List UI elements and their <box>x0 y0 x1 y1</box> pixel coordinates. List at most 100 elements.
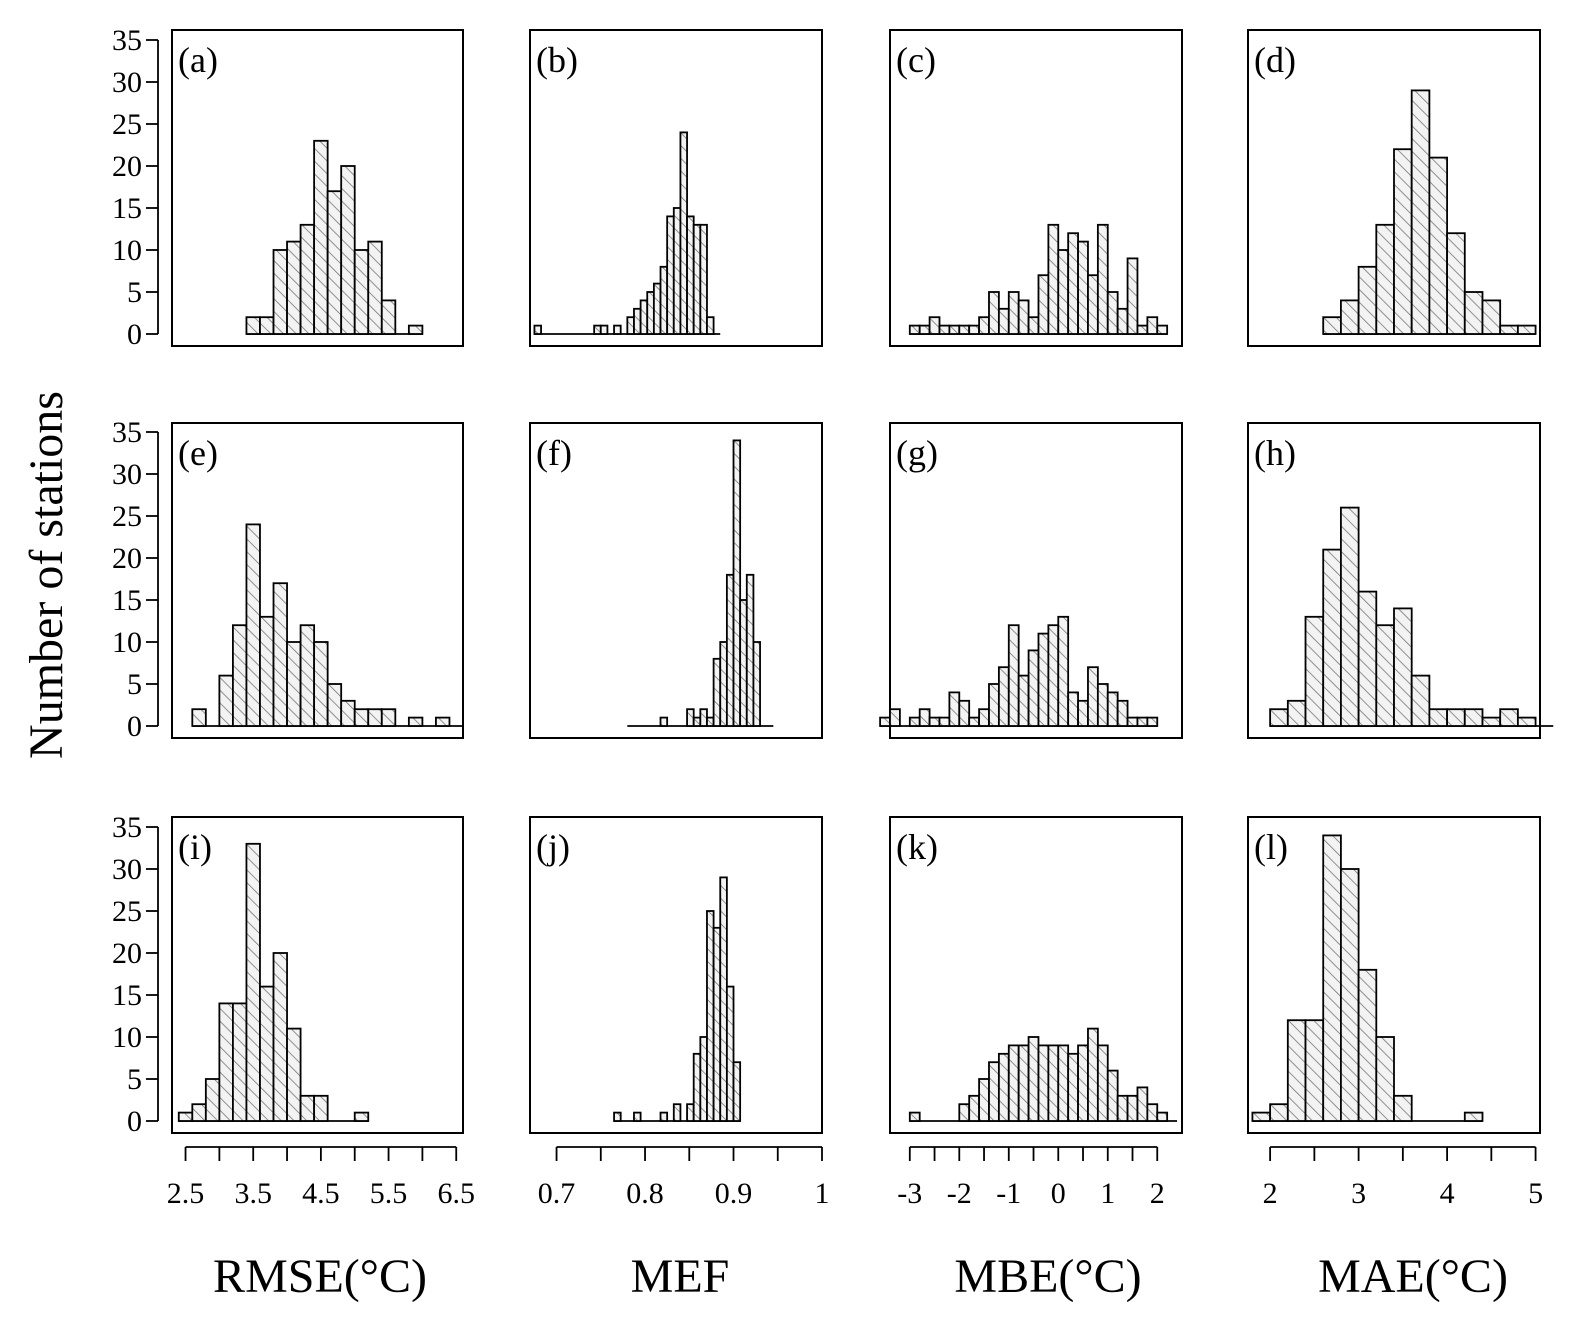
bar-c-20 <box>1106 291 1119 335</box>
bar-e-0 <box>191 708 207 727</box>
bar-j-0 <box>613 1111 622 1122</box>
bar-d-2 <box>1357 265 1378 335</box>
bar-h-7 <box>1393 607 1413 727</box>
bar-d-5 <box>1410 89 1431 335</box>
y-tick-label: 0 <box>127 710 142 743</box>
bar-g-12 <box>997 666 1010 727</box>
bar-e-6 <box>272 582 288 727</box>
bar-k-9 <box>997 1052 1010 1122</box>
bar-g-11 <box>988 683 1000 727</box>
x-tick-label: 3 <box>1351 1177 1366 1210</box>
panel-frame <box>171 29 464 347</box>
bar-k-23 <box>1136 1086 1149 1122</box>
x-axis-label-rmse: RMSE(°C) <box>213 1250 427 1303</box>
bar-b-9 <box>593 324 602 335</box>
bar-d-1 <box>1340 299 1360 335</box>
bar-e-8 <box>299 624 316 727</box>
bar-h-3 <box>1322 548 1342 727</box>
bar-c-16 <box>1067 232 1079 335</box>
bar-c-21 <box>1116 307 1129 335</box>
bar-e-5 <box>259 615 275 727</box>
bar-c-24 <box>1146 316 1159 335</box>
bar-c-11 <box>1017 299 1030 335</box>
y-axis-label: Number of stations <box>20 391 73 759</box>
bar-f-13 <box>712 657 722 727</box>
bar-h-10 <box>1446 708 1466 727</box>
bar-b-20 <box>666 215 675 335</box>
panel-label-d: (d) <box>1254 40 1296 80</box>
panel-label-e: (e) <box>178 433 218 473</box>
bar-k-13 <box>1037 1044 1050 1122</box>
bar-i-9 <box>299 1094 316 1122</box>
bar-l-0 <box>1251 1111 1272 1122</box>
panel-f: (f) <box>529 422 823 739</box>
panel-frame <box>889 29 1183 347</box>
bar-b-26 <box>706 316 715 335</box>
y-tick-label: 30 <box>112 66 142 99</box>
bar-e-2 <box>218 674 234 727</box>
bar-e-13 <box>367 708 383 727</box>
bar-k-11 <box>1017 1044 1030 1122</box>
x-tick-label: 4 <box>1440 1177 1455 1210</box>
bar-l-1 <box>1269 1103 1289 1122</box>
bar-g-13 <box>1007 624 1020 727</box>
bar-g-10 <box>978 708 990 727</box>
bar-i-7 <box>272 952 288 1122</box>
y-tick-label: 25 <box>112 895 142 928</box>
bar-l-2 <box>1286 1019 1307 1122</box>
bar-a-2 <box>272 249 288 335</box>
bar-b-10 <box>599 324 609 335</box>
y-tick-label: 5 <box>127 276 142 309</box>
bar-j-11 <box>686 1103 695 1122</box>
panel-frame <box>529 29 823 347</box>
bar-c-19 <box>1096 223 1109 335</box>
panel-e: (e) 0 5 10 15 20 25 30 35 <box>112 416 464 743</box>
bar-i-3 <box>218 1002 234 1122</box>
x-tick-label: 0 <box>1051 1177 1066 1210</box>
bar-i-4 <box>232 1002 248 1122</box>
bar-i-1 <box>191 1103 207 1122</box>
panel-frame <box>171 422 464 739</box>
bar-g-6 <box>938 716 951 727</box>
bar-f-18 <box>745 573 755 727</box>
bar-e-3 <box>232 624 248 727</box>
bar-g-19 <box>1067 691 1079 727</box>
bar-k-15 <box>1057 1044 1070 1122</box>
bar-d-3 <box>1375 223 1395 335</box>
y-tick-label: 15 <box>112 979 142 1012</box>
bar-a-4 <box>299 223 316 335</box>
bar-f-5 <box>659 716 669 727</box>
bar-k-22 <box>1126 1094 1139 1122</box>
bar-h-4 <box>1340 506 1360 727</box>
panel-i: (i) 0 5 10 15 20 25 30 35 2.5 3.5 4.5 5.5 6.5 <box>112 811 475 1210</box>
y-tick-label: 0 <box>127 1105 142 1138</box>
bar-b-14 <box>626 316 635 335</box>
bar-i-8 <box>286 1027 302 1122</box>
bar-c-1 <box>918 324 931 335</box>
bar-a-0 <box>245 316 261 335</box>
x-tick-label: 0.9 <box>715 1177 753 1210</box>
panel-h: (h) <box>1247 422 1554 739</box>
bar-h-0 <box>1269 708 1289 727</box>
bar-h-1 <box>1286 699 1307 727</box>
bar-c-5 <box>958 324 971 335</box>
bar-c-12 <box>1027 316 1040 335</box>
bar-g-5 <box>928 716 941 727</box>
bar-g-15 <box>1027 649 1040 727</box>
bar-b-0 <box>533 324 542 335</box>
y-tick-label: 15 <box>112 584 142 617</box>
bar-k-21 <box>1116 1094 1129 1122</box>
bar-g-18 <box>1057 615 1070 727</box>
bar-g-24 <box>1116 699 1129 727</box>
y-tick-label: 10 <box>112 234 142 267</box>
panel-j: (j) 0.7 0.8 0.9 1 <box>529 816 830 1210</box>
bar-j-3 <box>633 1111 642 1122</box>
x-tick-label: 3.5 <box>234 1177 272 1210</box>
bar-g-16 <box>1037 632 1050 727</box>
y-tick-label: 10 <box>112 626 142 659</box>
panel-g: (g) <box>879 422 1183 739</box>
y-tick-label: 5 <box>127 668 142 701</box>
x-tick-label: 1 <box>1100 1177 1115 1210</box>
